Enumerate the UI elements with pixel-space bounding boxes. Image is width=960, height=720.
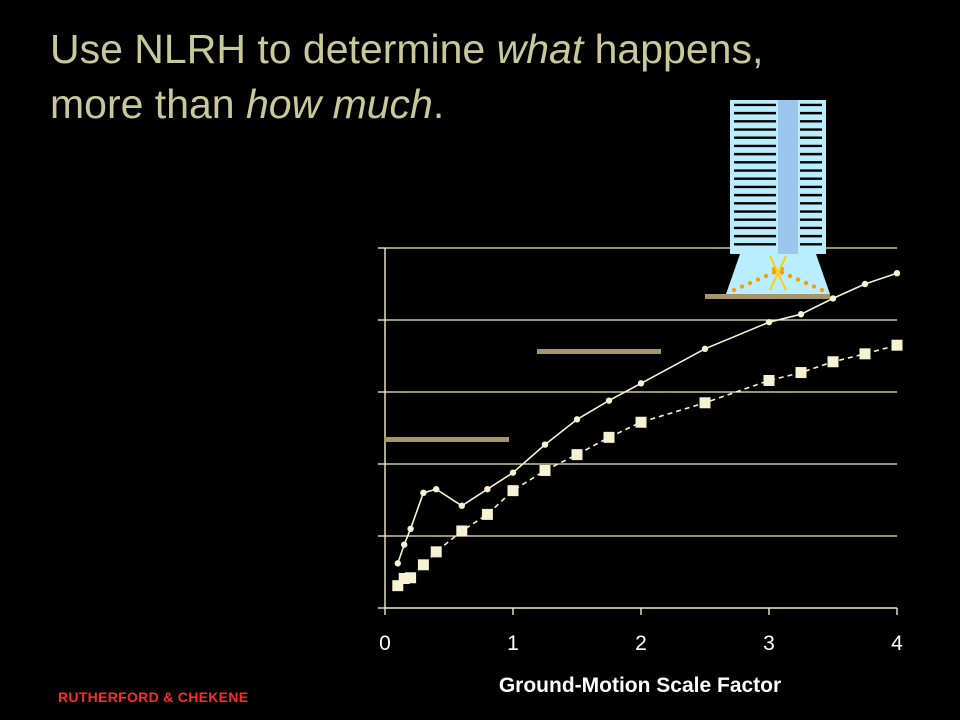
hinge-dot xyxy=(779,270,785,275)
x-tick-label: 1 xyxy=(507,632,519,655)
ground-line xyxy=(384,437,509,442)
data-point xyxy=(430,546,442,558)
axes xyxy=(378,247,898,615)
building-small-drift xyxy=(384,437,509,442)
hinge-dot xyxy=(803,280,809,286)
data-point xyxy=(456,525,468,537)
data-point xyxy=(699,397,711,409)
data-point xyxy=(635,416,647,428)
x-axis-label: Ground-Motion Scale Factor xyxy=(499,674,781,697)
series-2-line xyxy=(397,344,898,587)
building-collapse xyxy=(705,100,830,299)
data-point xyxy=(541,441,549,448)
series-1-line xyxy=(397,272,898,564)
hinge-dot xyxy=(771,270,777,275)
ground-line xyxy=(705,294,830,299)
building-core xyxy=(778,100,798,254)
data-point xyxy=(797,311,805,318)
title-emphasis-what: what xyxy=(496,26,584,72)
x-tick-label: 2 xyxy=(635,632,647,655)
data-point xyxy=(458,502,465,509)
title-emphasis-how-much: how much xyxy=(246,81,433,127)
slide-title: Use NLRH to determine what happens, more… xyxy=(50,22,930,132)
building-large-drift xyxy=(537,349,661,354)
data-point xyxy=(605,397,613,404)
data-point xyxy=(484,486,491,493)
data-point xyxy=(765,318,773,326)
hinge-dot xyxy=(811,284,817,289)
ground-line xyxy=(537,349,661,354)
building-illustrations xyxy=(384,100,830,442)
data-point xyxy=(891,339,903,351)
data-point xyxy=(509,469,517,476)
data-point xyxy=(827,356,839,368)
data-point xyxy=(763,374,775,386)
title-text-4: . xyxy=(432,81,445,127)
hinge-dot xyxy=(763,273,769,279)
data-point xyxy=(392,580,404,592)
hinge-dot xyxy=(747,280,753,286)
data-point xyxy=(401,541,408,548)
x-tick-labels: 0 1 2 3 4 xyxy=(379,632,903,655)
data-point xyxy=(407,525,414,532)
hinge-dot xyxy=(739,284,745,289)
data-point xyxy=(603,431,615,443)
data-point xyxy=(859,348,871,360)
data-point xyxy=(433,486,440,493)
data-point xyxy=(573,416,581,423)
title-text-3: more than xyxy=(50,81,246,127)
series-1 xyxy=(394,270,901,567)
data-point xyxy=(795,367,807,379)
data-point xyxy=(420,489,427,496)
data-point xyxy=(417,559,429,571)
series-layer xyxy=(392,270,903,592)
hinge-dot xyxy=(755,277,761,282)
data-point xyxy=(405,572,417,584)
hinge-dot xyxy=(731,287,737,293)
hinge-dot xyxy=(787,273,793,279)
x-tick-label: 3 xyxy=(763,632,775,655)
data-point xyxy=(829,295,837,302)
data-point xyxy=(571,449,583,461)
title-text-2: happens, xyxy=(583,26,764,72)
data-point xyxy=(398,572,410,584)
collapse-mark xyxy=(769,255,787,291)
series-2 xyxy=(392,339,903,592)
data-point xyxy=(637,380,645,387)
x-tick-label: 0 xyxy=(379,632,391,655)
hinge-dot xyxy=(795,277,801,282)
data-point xyxy=(893,270,901,277)
title-text-1: Use NLRH to determine xyxy=(50,26,497,72)
data-point xyxy=(394,560,401,567)
data-point xyxy=(861,280,869,288)
hinge-dot xyxy=(819,287,825,293)
data-point xyxy=(507,485,519,497)
data-point xyxy=(539,464,551,476)
footer-credit: RUTHERFORD & CHEKENE xyxy=(58,689,249,705)
data-point xyxy=(701,345,709,352)
x-tick-label: 4 xyxy=(891,632,903,655)
data-point xyxy=(481,508,493,520)
